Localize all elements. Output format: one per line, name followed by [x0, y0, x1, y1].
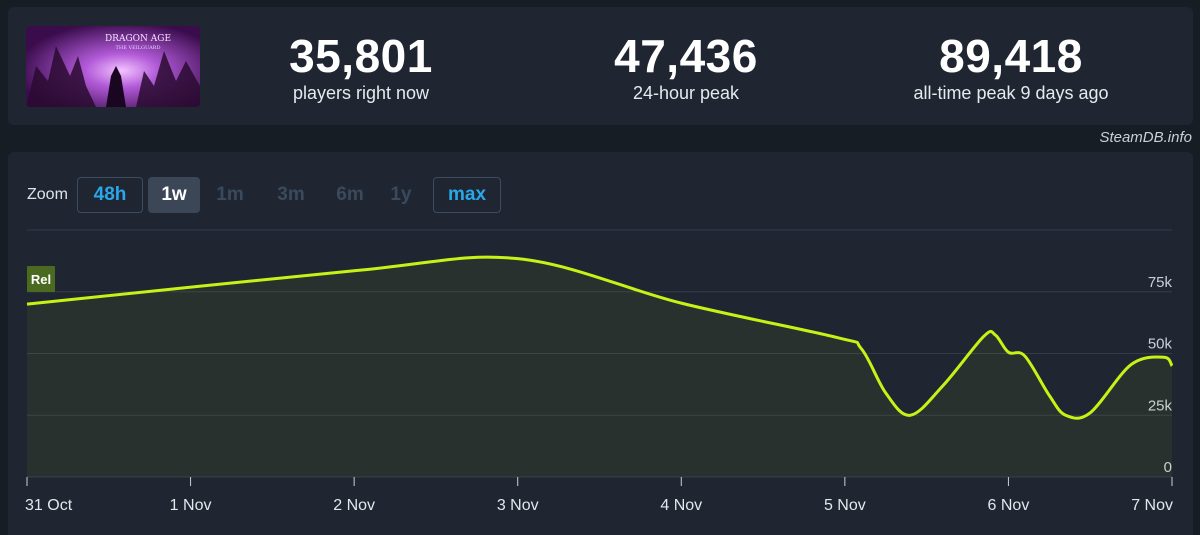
x-tick-label: 6 Nov: [988, 497, 1030, 514]
y-tick-label: 75k: [1148, 274, 1173, 291]
steamdb-credit[interactable]: SteamDB.info: [1099, 129, 1192, 146]
y-tick-label: 50k: [1148, 336, 1173, 353]
zoom-1m-button[interactable]: 1m: [216, 184, 244, 205]
x-tick-label: 4 Nov: [660, 497, 702, 514]
zoom-1w-button[interactable]: 1w: [148, 177, 200, 213]
svg-text:DRAGON AGE: DRAGON AGE: [105, 34, 171, 44]
chart-panel: Zoom 48h 1w 1m 3m 6m 1y max: [8, 152, 1193, 535]
player-count-line: [26, 255, 1174, 420]
release-flag-label: Rel: [31, 272, 51, 287]
current-players-stat: 35,801 players right now: [256, 29, 466, 103]
zoom-label: Zoom: [27, 186, 68, 203]
alltime-peak-label: all-time peak 9 days ago: [913, 83, 1109, 103]
peak-24h-value: 47,436: [614, 30, 758, 82]
zoom-48h-button[interactable]: 48h: [77, 177, 143, 213]
player-count-area: [27, 257, 1172, 477]
peak-24h-stat: 47,436 24-hour peak: [588, 29, 784, 103]
x-tick-label: 7 Nov: [1131, 497, 1173, 514]
y-tick-label: 0: [1164, 459, 1172, 476]
x-tick-label: 2 Nov: [333, 497, 375, 514]
zoom-1y-button[interactable]: 1y: [390, 184, 412, 205]
x-tick-label: 5 Nov: [824, 497, 866, 514]
alltime-peak-stat: 89,418 all-time peak 9 days ago: [888, 29, 1134, 103]
stats-panel: DRAGON AGE THE VEILGUARD 35,801 players …: [8, 7, 1193, 125]
x-tick-label: 1 Nov: [170, 497, 212, 514]
y-tick-label: 25k: [1148, 397, 1173, 414]
peak-24h-label: 24-hour peak: [632, 83, 740, 103]
current-players-value: 35,801: [289, 30, 433, 82]
current-players-label: players right now: [292, 83, 430, 103]
game-capsule-image[interactable]: DRAGON AGE THE VEILGUARD: [26, 26, 200, 107]
svg-text:THE VEILGUARD: THE VEILGUARD: [116, 45, 161, 51]
zoom-6m-button[interactable]: 6m: [336, 184, 364, 205]
zoom-3m-button[interactable]: 3m: [277, 184, 305, 205]
x-tick-label: 3 Nov: [497, 497, 539, 514]
alltime-peak-value: 89,418: [939, 30, 1083, 82]
zoom-max-button[interactable]: max: [433, 177, 501, 213]
x-tick-label: 31 Oct: [25, 497, 73, 514]
release-flag-box: [27, 266, 55, 292]
game-art-icon: DRAGON AGE THE VEILGUARD: [26, 26, 200, 107]
